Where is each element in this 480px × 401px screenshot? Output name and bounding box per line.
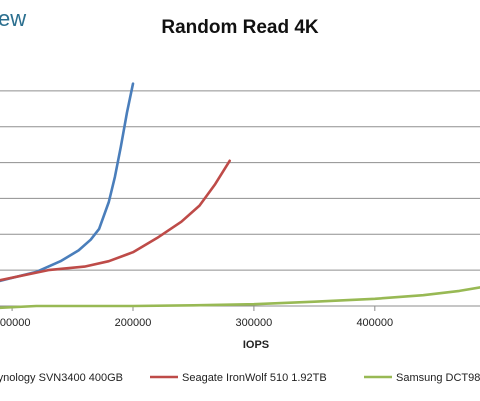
- x-tick-label: 400000: [356, 317, 393, 329]
- x-tick-label: 200000: [115, 317, 152, 329]
- x-tick-label: 300000: [236, 317, 273, 329]
- legend: Synology SVN3400 400GB Seagate IronWolf 5…: [0, 372, 480, 384]
- series-line-2: [0, 159, 231, 282]
- brand-fragment: ew: [0, 6, 26, 31]
- legend-label-3: Samsung DCT98: [396, 372, 480, 384]
- legend-label-2: Seagate IronWolf 510 1.92TB: [182, 372, 327, 384]
- series-line-1: [0, 82, 135, 283]
- chart-title: Random Read 4K: [161, 17, 319, 38]
- legend-label-1: Synology SVN3400 400GB: [0, 372, 123, 384]
- x-axis-ticks: 100000 200000 300000 400000: [0, 306, 393, 329]
- gridlines: [0, 90, 480, 307]
- series-line-3: [0, 286, 480, 310]
- x-tick-label: 100000: [0, 317, 30, 329]
- series-lines: [0, 82, 480, 310]
- x-axis-label: IOPS: [243, 339, 269, 351]
